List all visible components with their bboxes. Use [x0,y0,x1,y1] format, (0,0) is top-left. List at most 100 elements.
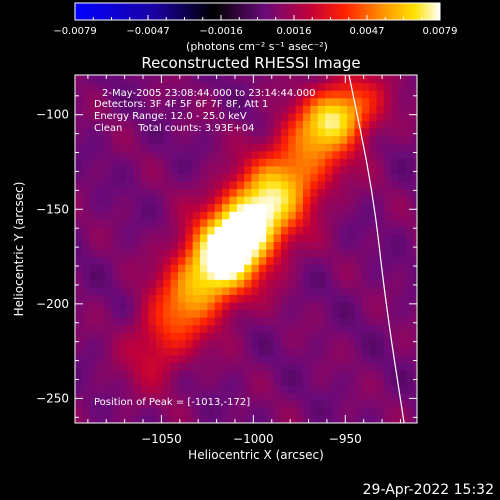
heatmap-cell [111,233,120,243]
heatmap-cell [347,226,356,235]
heatmap-cell [141,226,150,235]
heatmap-cell [214,158,223,167]
heatmap-cell [126,407,135,417]
heatmap-cell [273,385,282,394]
heatmap-cell [251,218,260,227]
heatmap-cell [119,143,128,152]
heatmap-cell [192,150,201,159]
heatmap-cell [288,75,297,84]
heatmap-cell [97,143,106,152]
heatmap-cell [177,377,186,386]
heatmap-cell [133,309,142,318]
heatmap-cell [200,249,208,258]
heatmap-cell [104,354,113,364]
heatmap-cell [325,279,334,288]
heatmap-cell [155,370,164,379]
heatmap-cell [354,150,363,159]
heatmap-cell [413,362,417,371]
heatmap-cell [177,241,186,250]
heatmap-cell [236,158,245,167]
heatmap-cell [236,143,245,152]
heatmap-cell [192,127,201,137]
heatmap-cell [244,143,253,152]
heatmap-cell [258,324,267,333]
heatmap-cell [398,332,407,341]
heatmap-cell [155,180,164,190]
heatmap-cell [126,112,135,121]
heatmap-cell [369,233,378,243]
heatmap-cell [280,143,289,152]
heatmap-cell [111,203,120,212]
heatmap-cell [332,264,341,273]
heatmap-cell [163,377,172,386]
heatmap-cell [97,90,106,99]
heatmap-cell [258,400,267,409]
heatmap-cell [288,120,297,129]
heatmap-cell [89,362,98,371]
heatmap-cell [288,392,297,401]
heatmap-cell [111,256,120,265]
heatmap-cell [89,317,98,326]
heatmap-cell [347,105,356,114]
heatmap-cell [89,180,98,190]
heatmap-cell [369,301,378,311]
heatmap-cell [214,249,223,258]
heatmap-cell [133,354,142,364]
heatmap-cell [310,385,319,394]
heatmap-cell [398,264,407,273]
heatmap-cell [229,377,238,386]
heatmap-cell [214,415,223,423]
heatmap-cell [111,75,120,84]
heatmap-cell [398,188,407,197]
heatmap-cell [214,143,223,152]
heatmap-cell [82,392,91,401]
heatmap-cell [82,165,91,174]
heatmap-cell [192,218,201,227]
heatmap-cell [280,407,289,417]
heatmap-cell [361,165,370,174]
heatmap-cell [310,165,319,174]
heatmap-cell [111,211,120,220]
heatmap-cell [266,120,275,129]
heatmap-cell [89,392,98,401]
heatmap-cell [200,377,208,386]
heatmap-cell [133,173,142,182]
heatmap-cell [207,385,216,394]
heatmap-cell [82,105,91,114]
heatmap-cell [361,339,370,348]
heatmap-cell [398,392,407,401]
heatmap-cell [369,105,378,114]
heatmap-cell [104,392,113,401]
heatmap-cell [222,173,231,182]
heatmap-cell [376,196,385,205]
heatmap-cell [258,249,267,258]
heatmap-cell [119,105,128,114]
heatmap-cell [391,165,400,174]
heatmap-cell [185,135,194,144]
heatmap-cell [155,347,164,356]
heatmap-cell [111,143,120,152]
heatmap-cell [258,135,267,144]
heatmap-cell [317,233,326,243]
heatmap-cell [251,165,260,174]
heatmap-cell [244,407,253,417]
heatmap-cell [119,75,128,84]
heatmap-cell [119,188,128,197]
heatmap-cell [251,241,260,250]
heatmap-cell [170,173,179,182]
heatmap-cell [229,332,238,341]
y-tick-label: −250 [36,391,69,405]
heatmap-cell [405,135,414,144]
heatmap-cell [347,241,356,250]
heatmap-cell [75,370,83,379]
heatmap-cell [303,233,311,243]
heatmap-cell [170,332,179,341]
heatmap-cell [398,400,407,409]
heatmap-cell [155,385,164,394]
heatmap-cell [361,271,370,280]
heatmap-cell [97,127,106,137]
heatmap-cell [303,196,311,205]
heatmap-cell [347,271,356,280]
heatmap-cell [295,347,304,356]
heatmap-cell [398,317,407,326]
